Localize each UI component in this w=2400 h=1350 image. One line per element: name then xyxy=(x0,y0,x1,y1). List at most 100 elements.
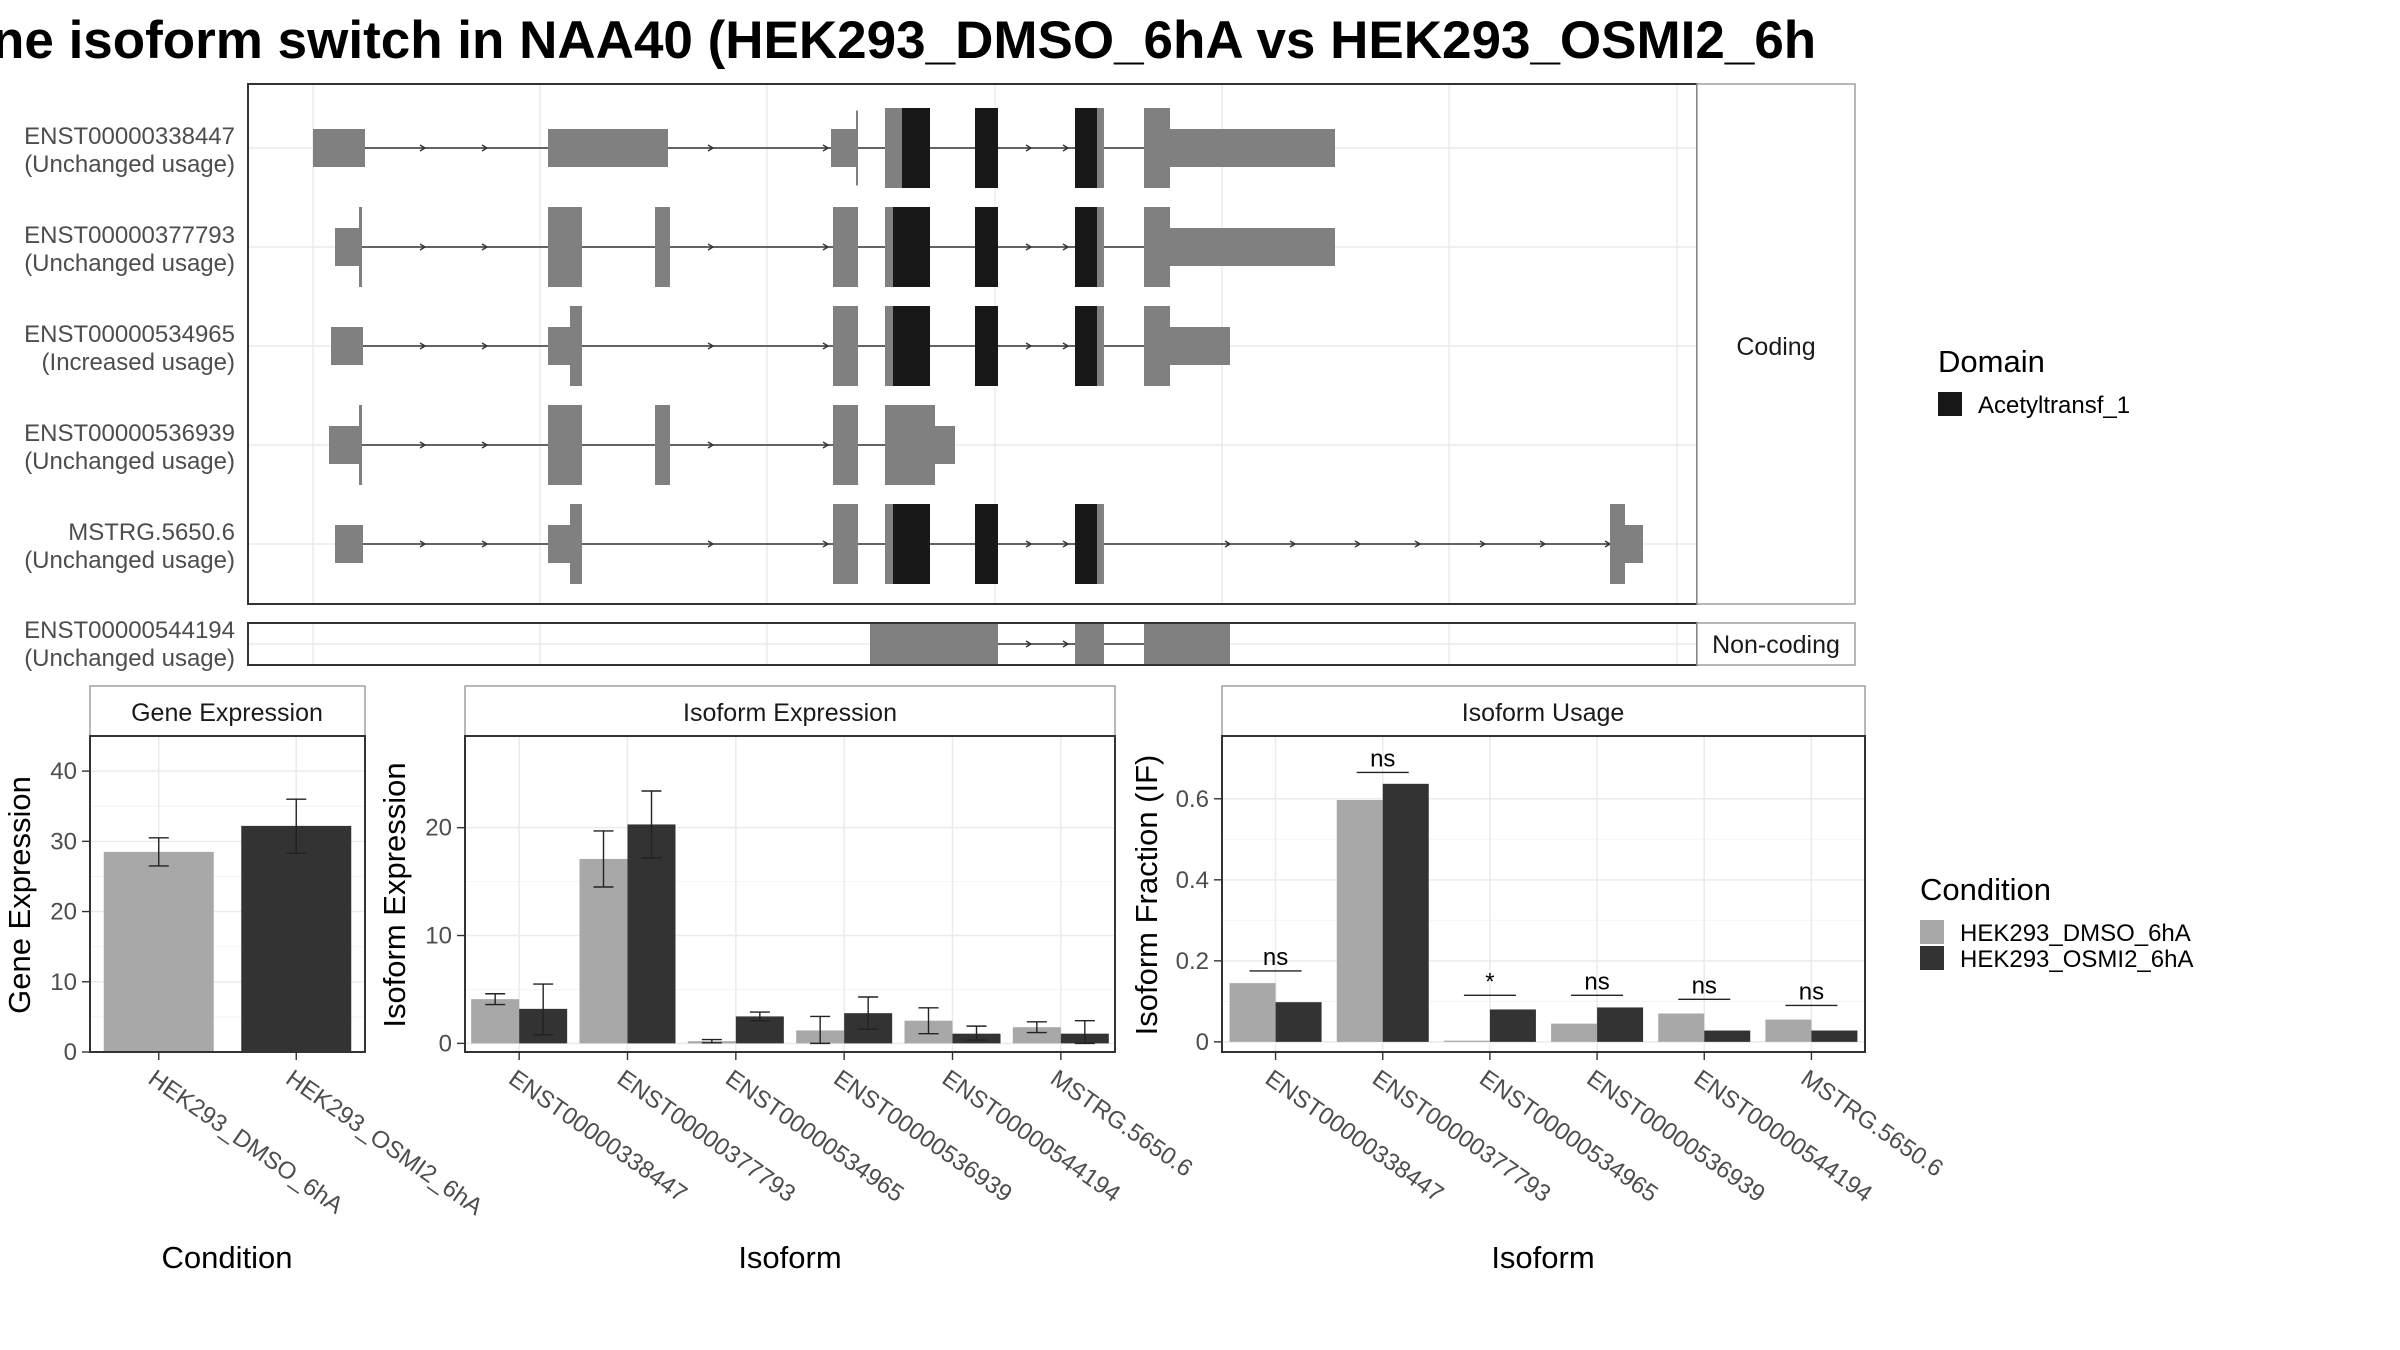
domain-block xyxy=(975,207,998,287)
strip xyxy=(464,685,1116,737)
exon-block xyxy=(1097,207,1104,287)
direction-arrow xyxy=(481,540,489,548)
condition-legend: Condition HEK293_DMSO_6hA HEK293_OSMI2_6… xyxy=(1920,872,2193,973)
direction-arrow xyxy=(1062,144,1070,152)
error-bar xyxy=(918,1007,939,1035)
bar xyxy=(1551,1023,1598,1042)
exon-block xyxy=(1144,108,1170,188)
transcript-tracks xyxy=(313,108,1643,664)
condition-legend-key-osmi xyxy=(1920,946,1944,970)
x-tick-label: ENST00000338447 xyxy=(1260,1065,1448,1208)
y-tick-label: 0 xyxy=(439,1030,452,1057)
transcript-id: ENST00000544194 xyxy=(24,617,235,644)
direction-arrow xyxy=(481,144,489,152)
domain-block xyxy=(902,108,930,188)
bar xyxy=(1811,1030,1858,1042)
condition-legend-item-dmso: HEK293_DMSO_6hA xyxy=(1960,920,2191,947)
significance-label: ns xyxy=(1692,972,1717,999)
exon-block xyxy=(1144,207,1170,287)
exon-block xyxy=(856,110,858,186)
exon-block xyxy=(313,129,365,167)
exon-block xyxy=(1625,525,1643,563)
x-tick-label: ENST00000377793 xyxy=(1367,1065,1555,1208)
error-bar xyxy=(810,1015,831,1045)
coding-strip-label: Coding xyxy=(1736,333,1815,361)
y-tick-label: 20 xyxy=(425,815,452,842)
domain-block xyxy=(975,108,998,188)
exon-block xyxy=(1097,504,1104,584)
exon-block xyxy=(335,525,363,563)
error-bar xyxy=(701,1038,722,1044)
transcript-track-3 xyxy=(329,405,955,485)
gene-expression-chart: Gene Expression Gene Expression Conditio… xyxy=(2,685,488,1275)
bar xyxy=(1012,1027,1061,1044)
x-tick-label: ENST00000377793 xyxy=(612,1065,800,1208)
y-tick-label: 0.2 xyxy=(1176,948,1209,975)
panel-title: Gene Expression xyxy=(131,699,323,727)
exon-block xyxy=(833,504,858,584)
domain-block xyxy=(1075,306,1097,386)
x-axis-label: Isoform xyxy=(738,1240,841,1275)
exon-block xyxy=(548,327,570,365)
transcript-track-0 xyxy=(313,108,1335,188)
transcript-usage: (Unchanged usage) xyxy=(24,448,235,475)
plot-border xyxy=(464,735,1116,1053)
direction-arrow xyxy=(1224,540,1232,548)
direction-arrow xyxy=(707,540,715,548)
transcript-label-1: ENST00000377793 (Unchanged usage) xyxy=(24,222,235,277)
error-bar xyxy=(593,830,614,888)
direction-arrow xyxy=(707,144,715,152)
condition-legend-key-dmso xyxy=(1920,920,1944,944)
isoform-usage-chart: Isoform Usage Isoform Fraction (IF) Isof… xyxy=(1129,685,1948,1275)
bar xyxy=(1275,1002,1322,1042)
bar xyxy=(579,858,628,1044)
transcript-usage: (Unchanged usage) xyxy=(24,645,235,672)
error-bar xyxy=(485,993,506,1006)
significance-label: ns xyxy=(1370,745,1395,772)
domain-legend-title: Domain xyxy=(1938,344,2045,379)
transcript-label-4: MSTRG.5650.6 (Unchanged usage) xyxy=(24,519,235,574)
error-bar xyxy=(533,983,554,1036)
direction-arrow xyxy=(707,342,715,350)
strip xyxy=(1221,685,1866,737)
x-tick-label: ENST00000534965 xyxy=(720,1065,908,1208)
bar xyxy=(1382,783,1429,1042)
y-axis: 0 0.2 0.4 0.6 xyxy=(1176,786,1222,1056)
direction-arrow xyxy=(822,540,830,548)
transcript-id: MSTRG.5650.6 xyxy=(68,519,235,546)
exon-block xyxy=(885,504,893,584)
transcript-track-2 xyxy=(331,306,1230,386)
transcript-id: ENST00000536939 xyxy=(24,420,235,447)
error-bar xyxy=(1026,1021,1047,1034)
transcript-track-4 xyxy=(335,504,1643,584)
direction-arrow xyxy=(822,441,830,449)
x-axis: ENST00000338447ENST00000377793ENST000005… xyxy=(504,1052,1197,1208)
direction-arrow xyxy=(1025,243,1033,251)
y-axis-label: Isoform Fraction (IF) xyxy=(1129,755,1164,1036)
isoform-expression-chart: Isoform Expression Isoform Expression Is… xyxy=(377,685,1197,1275)
direction-arrow xyxy=(1354,540,1362,548)
significance-annotations: ns ns * ns ns ns xyxy=(1249,745,1838,1007)
error-bar xyxy=(286,798,307,854)
direction-arrow xyxy=(419,144,427,152)
exon-block xyxy=(885,306,893,386)
plot-border xyxy=(1221,735,1866,1053)
error-bar xyxy=(858,996,879,1031)
title-clip xyxy=(1873,0,2400,75)
exon-block xyxy=(1170,228,1335,266)
transcript-track-1 xyxy=(335,207,1335,287)
x-axis-label: Isoform xyxy=(1491,1240,1594,1275)
transcript-usage: (Increased usage) xyxy=(42,349,235,376)
error-bar xyxy=(1074,1020,1095,1045)
domain-legend: Domain Acetyltransf_1 xyxy=(1938,344,2130,419)
exon-block xyxy=(570,504,582,584)
exon-block xyxy=(1170,129,1335,167)
noncoding-strip-label: Non-coding xyxy=(1712,631,1840,659)
direction-arrow xyxy=(419,441,427,449)
y-axis: 0 10 20 30 40 xyxy=(50,758,90,1066)
direction-arrow xyxy=(1062,540,1070,548)
noncoding-strip xyxy=(1696,622,1856,666)
bar xyxy=(1489,1009,1536,1042)
y-tick-label: 0 xyxy=(1196,1029,1209,1056)
